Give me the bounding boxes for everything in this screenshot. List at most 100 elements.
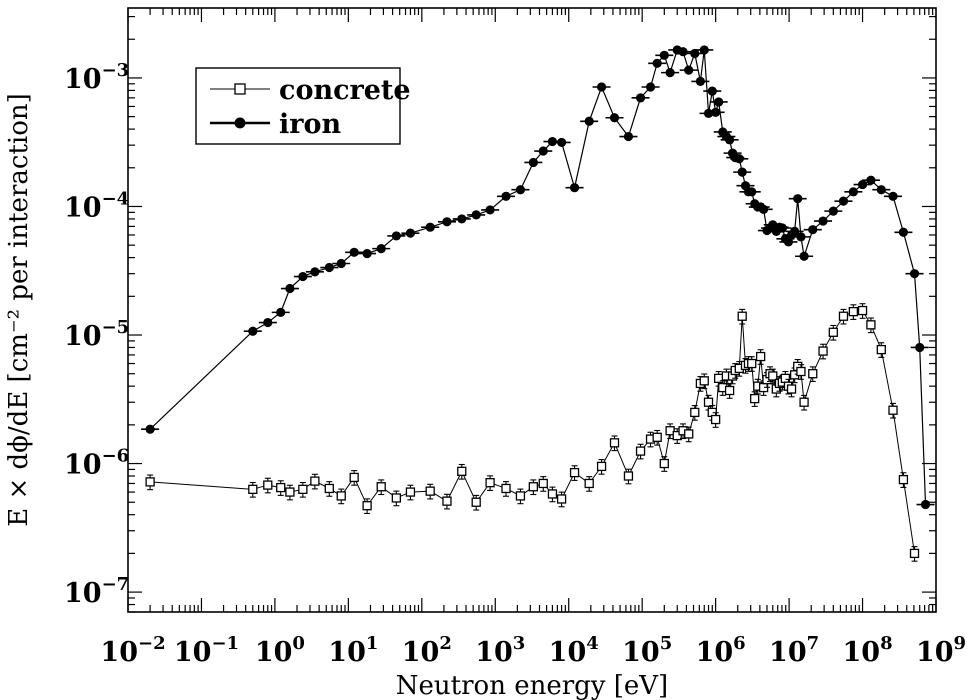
data-point-iron (747, 187, 757, 197)
data-point-iron (349, 247, 359, 257)
data-point-concrete (248, 484, 258, 494)
x-axis-title: Neutron energy [eV] (396, 671, 668, 700)
data-point-iron (609, 113, 620, 123)
data-point-concrete (690, 407, 700, 418)
data-point-iron (298, 271, 308, 282)
data-point-iron (799, 251, 809, 261)
data-point-iron (790, 226, 800, 236)
data-point-iron (898, 227, 909, 237)
data-point-iron (645, 82, 656, 92)
data-point-concrete (324, 483, 334, 494)
data-point-concrete (848, 306, 859, 317)
data-point-concrete (888, 405, 898, 415)
legend: concrete iron (195, 67, 411, 145)
data-point-iron (501, 191, 511, 201)
data-point-concrete (818, 346, 828, 356)
data-point-iron (734, 154, 744, 164)
data-point-concrete (665, 426, 675, 436)
data-point-concrete (747, 358, 757, 369)
data-point-concrete (336, 491, 346, 501)
axis-ticks (127, 8, 937, 613)
data-point-concrete (501, 483, 511, 494)
data-point-iron (759, 204, 769, 214)
data-point-concrete (699, 376, 709, 386)
data-point-concrete (515, 491, 526, 501)
series-layer (141, 45, 935, 562)
data-point-iron (876, 185, 886, 195)
data-point-iron (584, 116, 594, 126)
x-tick-label: 108 (842, 633, 892, 668)
data-point-concrete (547, 489, 558, 499)
data-point-iron (528, 157, 538, 168)
x-tick-labels: 10−2 10−1 100 101 102 103 104 105 106 107 108 109 (100, 633, 966, 668)
data-point-iron (659, 50, 669, 60)
data-point-concrete (471, 497, 481, 507)
data-point-concrete (652, 432, 662, 442)
data-point-iron (362, 248, 372, 259)
x-tick-label: 102 (402, 633, 452, 668)
data-point-concrete (768, 371, 778, 381)
data-point-concrete (909, 548, 920, 559)
data-point-iron (777, 223, 787, 233)
data-point-iron (699, 45, 709, 55)
data-point-iron (690, 48, 700, 59)
data-point-iron (652, 58, 662, 68)
data-point-iron (285, 283, 295, 294)
data-point-concrete (425, 486, 435, 496)
data-point-iron (909, 269, 920, 279)
data-point-iron (915, 342, 925, 353)
data-point-concrete (362, 501, 372, 511)
legend-marker-iron (234, 117, 246, 129)
data-point-iron (737, 167, 747, 177)
x-tick-label: 103 (475, 633, 525, 668)
y-tick-label: 10−4 (64, 188, 129, 223)
data-point-iron (276, 307, 286, 317)
data-point-concrete (635, 446, 646, 456)
data-point-concrete (596, 461, 607, 472)
x-tick-label: 10−2 (100, 633, 165, 668)
data-point-iron (857, 179, 868, 190)
data-point-iron (707, 86, 717, 96)
data-point-concrete (828, 327, 838, 337)
series-iron (141, 45, 935, 510)
data-point-concrete (623, 471, 634, 481)
data-point-iron (808, 225, 818, 235)
data-point-concrete (898, 474, 909, 485)
data-point-iron (324, 262, 334, 273)
data-point-concrete (391, 493, 401, 503)
data-point-iron (888, 191, 898, 201)
data-point-concrete (672, 430, 682, 441)
series-line-concrete (150, 310, 916, 554)
data-point-iron (547, 136, 558, 147)
data-point-iron (515, 185, 526, 195)
data-point-iron (457, 214, 467, 224)
data-point-iron (848, 187, 858, 197)
data-point-concrete (145, 477, 155, 487)
data-point-concrete (285, 487, 295, 497)
data-point-iron (248, 326, 258, 336)
data-point-iron (796, 232, 806, 242)
legend-marker-concrete (234, 83, 246, 95)
data-point-iron (485, 205, 495, 215)
data-point-concrete (684, 429, 694, 439)
y-tick-label: 10−7 (64, 574, 129, 609)
data-point-iron (711, 107, 721, 117)
data-point-iron (376, 244, 386, 254)
data-point-iron (703, 108, 714, 118)
data-point-iron (665, 68, 675, 78)
data-point-concrete (755, 351, 766, 362)
x-tick-label: 109 (916, 633, 966, 668)
data-point-iron (538, 146, 548, 156)
x-tick-label: 100 (255, 633, 305, 668)
data-point-concrete (838, 311, 849, 321)
data-point-concrete (799, 397, 809, 407)
data-point-iron (263, 317, 273, 328)
data-point-concrete (538, 478, 548, 489)
legend-label-concrete: concrete (279, 75, 411, 106)
data-point-iron (425, 222, 435, 232)
data-point-iron (793, 194, 803, 204)
data-point-concrete (796, 366, 806, 377)
data-point-concrete (556, 494, 567, 504)
data-point-concrete (405, 487, 416, 497)
